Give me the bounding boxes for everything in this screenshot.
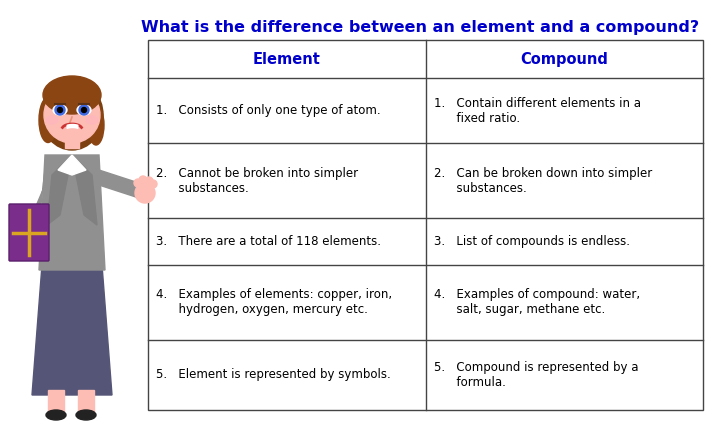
Ellipse shape <box>46 116 58 124</box>
Bar <box>65 138 79 148</box>
Ellipse shape <box>41 80 103 150</box>
FancyBboxPatch shape <box>9 204 49 261</box>
Ellipse shape <box>86 116 98 124</box>
Bar <box>78 390 94 415</box>
Ellipse shape <box>88 105 104 145</box>
Circle shape <box>55 105 65 115</box>
Ellipse shape <box>46 410 66 420</box>
Circle shape <box>135 183 155 203</box>
Text: 4.   Examples of elements: copper, iron,
      hydrogen, oxygen, mercury etc.: 4. Examples of elements: copper, iron, h… <box>156 289 392 317</box>
Circle shape <box>145 177 153 185</box>
Circle shape <box>134 179 142 187</box>
Polygon shape <box>32 265 112 395</box>
Text: 2.   Cannot be broken into simpler
      substances.: 2. Cannot be broken into simpler substan… <box>156 167 358 195</box>
Bar <box>48 390 64 415</box>
Polygon shape <box>58 155 86 175</box>
Text: Compound: Compound <box>520 51 608 66</box>
Circle shape <box>81 108 86 113</box>
Polygon shape <box>72 155 97 225</box>
Ellipse shape <box>39 97 57 142</box>
Text: 4.   Examples of compound: water,
      salt, sugar, methane etc.: 4. Examples of compound: water, salt, su… <box>433 289 639 317</box>
Text: 3.   There are a total of 118 elements.: 3. There are a total of 118 elements. <box>156 235 381 248</box>
Text: What is the difference between an element and a compound?: What is the difference between an elemen… <box>141 20 699 35</box>
Text: Element: Element <box>253 51 321 66</box>
Text: 2.   Can be broken down into simpler
      substances.: 2. Can be broken down into simpler subst… <box>433 167 652 195</box>
Polygon shape <box>47 155 72 225</box>
Circle shape <box>57 108 62 113</box>
Polygon shape <box>39 155 105 270</box>
Ellipse shape <box>76 410 96 420</box>
Polygon shape <box>28 170 45 230</box>
Ellipse shape <box>77 105 91 115</box>
Text: 1.   Consists of only one type of atom.: 1. Consists of only one type of atom. <box>156 104 381 117</box>
Circle shape <box>149 180 157 188</box>
Circle shape <box>44 87 100 143</box>
Circle shape <box>79 105 89 115</box>
Text: 5.   Compound is represented by a
      formula.: 5. Compound is represented by a formula. <box>433 361 638 389</box>
Polygon shape <box>99 170 145 200</box>
Ellipse shape <box>53 105 67 115</box>
Text: 5.   Element is represented by symbols.: 5. Element is represented by symbols. <box>156 368 391 381</box>
Bar <box>148 40 703 410</box>
Circle shape <box>139 176 147 184</box>
Text: 1.   Contain different elements in a
      fixed ratio.: 1. Contain different elements in a fixed… <box>433 97 641 125</box>
Text: 3.   List of compounds is endless.: 3. List of compounds is endless. <box>433 235 629 248</box>
Ellipse shape <box>43 76 101 114</box>
